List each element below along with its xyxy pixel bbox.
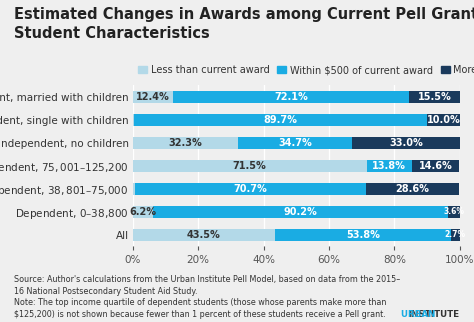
Text: 6.2%: 6.2% xyxy=(129,207,156,217)
Bar xyxy=(366,183,459,195)
Bar xyxy=(352,137,460,149)
Text: 34.7%: 34.7% xyxy=(278,138,312,148)
Text: 10.0%: 10.0% xyxy=(427,115,460,125)
Bar xyxy=(412,159,459,172)
Text: 14.6%: 14.6% xyxy=(419,161,453,171)
Bar xyxy=(275,229,451,241)
Text: 33.0%: 33.0% xyxy=(389,138,423,148)
Text: INSTITUTE: INSTITUTE xyxy=(409,310,460,319)
Text: 53.8%: 53.8% xyxy=(346,230,380,240)
Text: 32.3%: 32.3% xyxy=(169,138,202,148)
Text: 28.6%: 28.6% xyxy=(396,184,429,194)
Bar xyxy=(409,90,460,103)
Bar xyxy=(134,114,427,126)
Text: 89.7%: 89.7% xyxy=(264,115,297,125)
Bar xyxy=(133,183,135,195)
Text: Source: Author's calculations from the Urban Institute Pell Model, based on data: Source: Author's calculations from the U… xyxy=(14,275,401,319)
Text: 3.6%: 3.6% xyxy=(443,207,465,216)
Bar xyxy=(448,205,460,218)
Text: URBAN: URBAN xyxy=(401,310,438,319)
Bar xyxy=(133,205,153,218)
Bar xyxy=(427,114,460,126)
Text: 71.5%: 71.5% xyxy=(233,161,266,171)
Text: 13.8%: 13.8% xyxy=(372,161,406,171)
Bar xyxy=(173,90,409,103)
Text: 15.5%: 15.5% xyxy=(418,92,451,102)
Bar xyxy=(133,159,366,172)
Bar xyxy=(133,137,238,149)
Text: 2.7%: 2.7% xyxy=(445,230,466,239)
Bar xyxy=(135,183,366,195)
Legend: Less than current award, Within $500 of current award, More than current award: Less than current award, Within $500 of … xyxy=(134,61,474,79)
Bar xyxy=(451,229,460,241)
Bar xyxy=(133,90,173,103)
Text: 90.2%: 90.2% xyxy=(283,207,318,217)
Bar xyxy=(238,137,352,149)
Bar xyxy=(153,205,448,218)
Bar xyxy=(133,114,134,126)
Text: 72.1%: 72.1% xyxy=(274,92,308,102)
Bar xyxy=(133,229,275,241)
Text: 43.5%: 43.5% xyxy=(187,230,221,240)
Text: Estimated Changes in Awards among Current Pell Grant Recipients, by
Student Char: Estimated Changes in Awards among Curren… xyxy=(14,7,474,41)
Bar xyxy=(366,159,412,172)
Text: 70.7%: 70.7% xyxy=(233,184,267,194)
Text: 12.4%: 12.4% xyxy=(136,92,170,102)
